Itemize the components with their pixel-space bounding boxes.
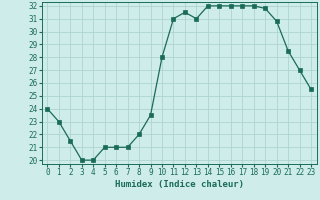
X-axis label: Humidex (Indice chaleur): Humidex (Indice chaleur) bbox=[115, 180, 244, 189]
